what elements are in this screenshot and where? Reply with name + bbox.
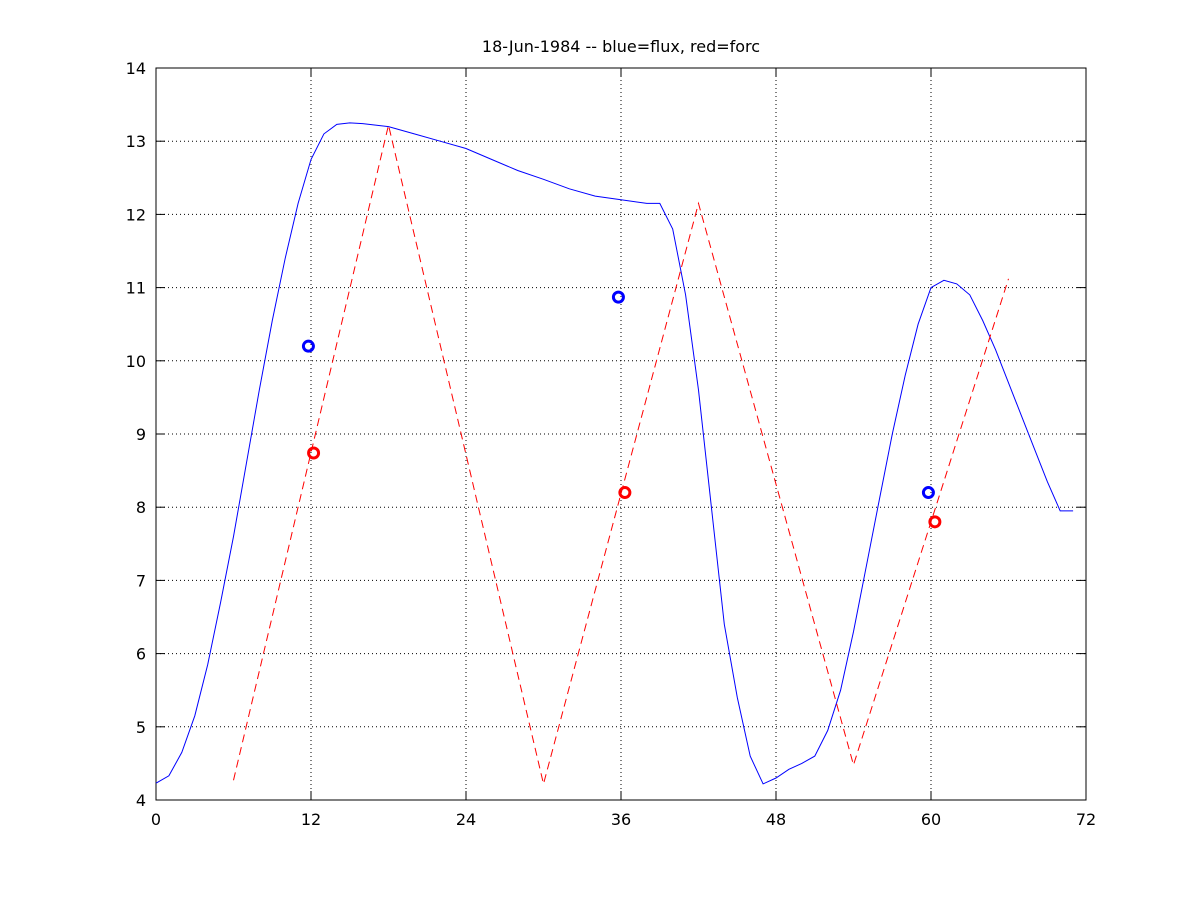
x-tick-label: 60 bbox=[921, 810, 941, 829]
forc-point-marker bbox=[928, 515, 942, 529]
marker-layer bbox=[301, 290, 942, 529]
x-tick-label: 12 bbox=[301, 810, 321, 829]
x-tick-label: 36 bbox=[611, 810, 631, 829]
plot-area: 0 12 24 36 48 60 72 4 5 6 7 8 9 10 11 12 13 14 bbox=[126, 59, 1097, 829]
y-tick-label: 10 bbox=[126, 352, 146, 371]
x-tick-label: 72 bbox=[1076, 810, 1096, 829]
x-tick-label: 0 bbox=[151, 810, 161, 829]
y-tick-label: 7 bbox=[136, 571, 146, 590]
series-layer bbox=[155, 122, 1074, 785]
forc-series-line bbox=[233, 124, 1009, 785]
flux-point-marker bbox=[301, 339, 315, 353]
x-tick-label: 48 bbox=[766, 810, 786, 829]
flux-point-marker bbox=[921, 486, 935, 500]
y-tick-label: 14 bbox=[126, 59, 146, 78]
flux-point-marker bbox=[611, 290, 625, 304]
forc-point-marker bbox=[618, 486, 632, 500]
y-tick-label: 11 bbox=[126, 279, 146, 298]
tick-label-layer: 0 12 24 36 48 60 72 4 5 6 7 8 9 10 11 12 13 14 bbox=[126, 59, 1097, 829]
flux-series-line bbox=[155, 122, 1074, 785]
y-tick-label: 8 bbox=[136, 498, 146, 517]
y-tick-label: 6 bbox=[136, 645, 146, 664]
grid-layer bbox=[156, 68, 1086, 800]
x-tick-label: 24 bbox=[456, 810, 476, 829]
y-tick-label: 13 bbox=[126, 132, 146, 151]
axes-layer bbox=[155, 67, 1087, 801]
forc-point-marker bbox=[307, 446, 321, 460]
chart-title: 18-Jun-1984 -- blue=flux, red=forc bbox=[482, 37, 760, 56]
y-tick-label: 9 bbox=[136, 425, 146, 444]
y-tick-label: 4 bbox=[136, 791, 146, 810]
y-tick-label: 12 bbox=[126, 205, 146, 224]
y-tick-label: 5 bbox=[136, 718, 146, 737]
